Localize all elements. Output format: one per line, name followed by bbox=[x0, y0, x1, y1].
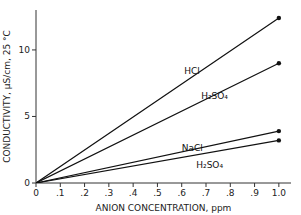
x-tick-label: 1.0 bbox=[272, 188, 287, 198]
plot-area bbox=[36, 16, 281, 183]
annotation: NaCl bbox=[182, 143, 203, 153]
series-line bbox=[36, 131, 279, 183]
x-tick-label: .6 bbox=[177, 188, 186, 198]
x-tick-label: .1 bbox=[56, 188, 65, 198]
x-tick bbox=[60, 183, 61, 187]
y-tick bbox=[32, 116, 36, 117]
x-tick-label: .3 bbox=[105, 188, 114, 198]
x-tick bbox=[36, 183, 37, 187]
x-tick-label: .2 bbox=[80, 188, 89, 198]
x-tick-label: .4 bbox=[129, 188, 138, 198]
y-tick bbox=[32, 49, 36, 50]
y-tick-label: 5 bbox=[24, 111, 30, 121]
x-tick-label: .8 bbox=[226, 188, 235, 198]
annotation: HCl bbox=[184, 66, 200, 76]
x-tick-label: .5 bbox=[153, 188, 162, 198]
y-tick bbox=[32, 183, 36, 184]
y-tick-label: 0 bbox=[24, 178, 30, 188]
series-line bbox=[36, 140, 279, 183]
y-tick-label: 10 bbox=[19, 45, 31, 55]
y-axis-label: CONDUCTIVITY, μS/cm, 25 °C bbox=[2, 30, 12, 163]
end-dot bbox=[277, 138, 281, 142]
x-tick bbox=[108, 183, 109, 187]
chart: 0 .1 .2 .3 .4 .5 .6 .7 .8 .9 1.0 0 5 10 ANION CONCENTR… bbox=[0, 0, 301, 215]
y-axis-line bbox=[36, 10, 37, 183]
annotation: H₂SO₄ bbox=[201, 91, 228, 101]
end-dot bbox=[277, 129, 281, 133]
x-tick bbox=[181, 183, 182, 187]
end-dot bbox=[277, 16, 281, 20]
annotation: H₂SO₄ bbox=[196, 160, 223, 170]
series-line bbox=[36, 18, 279, 183]
x-tick bbox=[206, 183, 207, 187]
series-line bbox=[36, 63, 279, 183]
x-axis-label: ANION CONCENTRATION, ppm bbox=[96, 203, 232, 213]
x-tick-label: .9 bbox=[250, 188, 259, 198]
end-dot bbox=[277, 61, 281, 65]
x-tick bbox=[84, 183, 85, 187]
x-tick bbox=[133, 183, 134, 187]
x-tick-label: 0 bbox=[33, 188, 39, 198]
x-tick bbox=[278, 183, 279, 187]
x-tick bbox=[230, 183, 231, 187]
x-tick-label: .7 bbox=[202, 188, 211, 198]
x-axis-line bbox=[36, 183, 291, 184]
x-tick bbox=[157, 183, 158, 187]
x-tick bbox=[254, 183, 255, 187]
